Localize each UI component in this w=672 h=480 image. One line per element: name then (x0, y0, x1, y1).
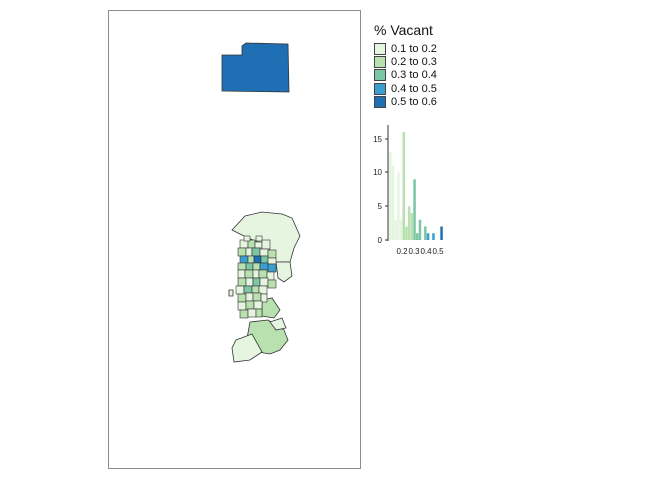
histogram-bar (426, 233, 430, 240)
histogram-bar (413, 179, 416, 240)
histogram-bar (432, 233, 435, 240)
legend-item: 0.3 to 0.4 (374, 69, 494, 82)
x-tick-label: 0.3 (408, 247, 420, 256)
tract-east (275, 261, 293, 283)
histogram-bar (399, 219, 403, 240)
histogram-bar (402, 132, 405, 240)
x-tick-label: 0.4 (420, 247, 432, 256)
legend-label: 0.4 to 0.5 (391, 82, 437, 95)
tract-grid (235, 235, 277, 319)
histogram-bar (389, 152, 392, 240)
histogram-bar (440, 226, 443, 240)
y-tick-label: 15 (373, 135, 382, 144)
histogram-bar (416, 233, 419, 240)
legend-item: 0.2 to 0.3 (374, 55, 494, 69)
tract-isolated (228, 289, 234, 297)
legend-swatch (374, 96, 386, 109)
histogram-x-ticks: 0.2 0.3 0.4 0.5 (396, 247, 444, 256)
legend-swatch (374, 42, 386, 55)
x-tick-label: 0.5 (432, 247, 444, 256)
y-tick-label: 5 (378, 202, 383, 211)
tract-south-2 (231, 333, 263, 363)
histogram-bar (418, 219, 422, 240)
tract-south-3 (269, 317, 287, 331)
legend-item: 0.4 to 0.5 (374, 82, 494, 95)
legend-label: 0.2 to 0.3 (391, 56, 437, 69)
legend-label: 0.5 to 0.6 (391, 96, 437, 109)
y-tick-label: 10 (373, 168, 382, 177)
histogram-bar (407, 206, 411, 240)
tract-north (221, 42, 290, 93)
histogram-bar (405, 226, 408, 240)
legend-swatch (374, 56, 386, 69)
legend-item: 0.1 to 0.2 (374, 42, 494, 55)
legend-items: 0.1 to 0.2 0.2 to 0.3 0.3 to 0.4 0.4 to … (374, 42, 494, 109)
legend-label: 0.1 to 0.2 (391, 42, 437, 55)
legend: % Vacant 0.1 to 0.2 0.2 to 0.3 0.3 to 0.… (374, 22, 494, 109)
histogram-bar (410, 213, 414, 240)
x-tick-label: 0.2 (396, 247, 408, 256)
legend-swatch (374, 82, 386, 95)
histogram-bar (397, 172, 400, 240)
legend-swatch (374, 69, 386, 82)
legend-item: 0.5 to 0.6 (374, 96, 494, 109)
histogram-bars (389, 132, 443, 240)
y-tick-label: 0 (378, 236, 383, 245)
histogram-bar (391, 165, 395, 240)
histogram-bar (424, 226, 427, 240)
histogram-bar (394, 219, 397, 240)
histogram-y-ticks: 0 5 10 15 (373, 135, 388, 245)
legend-label: 0.3 to 0.4 (391, 69, 437, 82)
legend-title: % Vacant (374, 22, 433, 38)
